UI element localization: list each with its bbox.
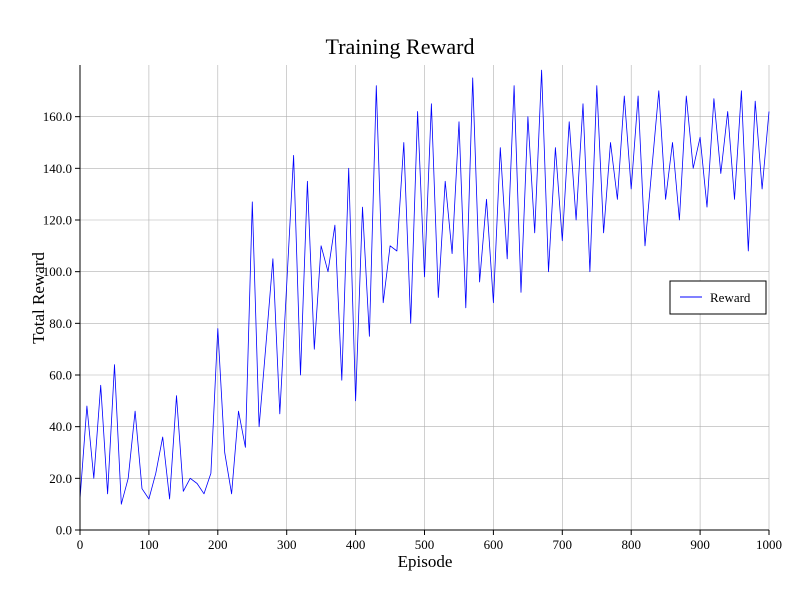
x-tick-label: 800: [621, 537, 641, 552]
y-tick-label: 60.0: [49, 368, 72, 383]
ticks: 0 100 200 300 400 500 600 700 800 900 1000 0.0 20.0 4…: [43, 109, 782, 552]
x-tick-label: 600: [484, 537, 504, 552]
x-tick-label: 300: [277, 537, 297, 552]
y-tick-label: 120.0: [43, 213, 72, 228]
y-tick-label: 20.0: [49, 471, 72, 486]
chart-title: Training Reward: [326, 34, 475, 59]
x-tick-label: 200: [208, 537, 228, 552]
x-tick-label: 700: [553, 537, 573, 552]
x-tick-label: 900: [690, 537, 710, 552]
y-axis-label: Total Reward: [29, 252, 48, 344]
series-layer: [79, 69, 770, 505]
y-tick-label: 140.0: [43, 161, 72, 176]
legend: Reward: [669, 280, 767, 315]
x-axis-label: Episode: [398, 552, 453, 571]
y-tick-label: 100.0: [43, 264, 72, 279]
x-tick-label: 100: [139, 537, 159, 552]
legend-label: Reward: [710, 290, 751, 305]
y-tick-label: 80.0: [49, 316, 72, 331]
y-tick-label: 40.0: [49, 419, 72, 434]
x-tick-label: 1000: [756, 537, 782, 552]
y-tick-label: 0.0: [56, 523, 72, 538]
x-tick-label: 400: [346, 537, 366, 552]
series-line-reward: [79, 69, 770, 505]
x-tick-label: 0: [77, 537, 84, 552]
x-tick-label: 500: [415, 537, 435, 552]
y-tick-label: 160.0: [43, 109, 72, 124]
grid: [79, 65, 770, 531]
